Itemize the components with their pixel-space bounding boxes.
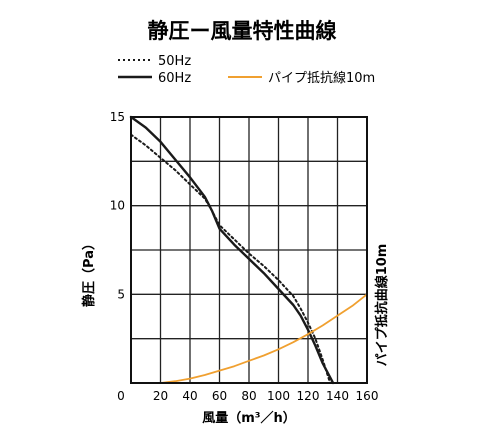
series-lines (129, 115, 368, 385)
legend: 50Hz 60Hz パイプ抵抗線10m (118, 54, 375, 86)
secondary-axis-label: パイプ抵抗曲線10m (374, 244, 390, 367)
y-tick-label: 15 (110, 110, 125, 124)
tick-labels: 0 20 40 60 80 100 120 140 160 5 10 15 (110, 110, 379, 403)
x-tick-label: 60 (212, 389, 227, 403)
x-tick-label: 100 (267, 389, 290, 403)
x-tick-label: 20 (153, 389, 168, 403)
x-tick-label: 0 (117, 389, 125, 403)
series-line-2 (159, 293, 368, 384)
y-axis-label: 静圧（Pa） (81, 237, 97, 307)
chart-title: 静圧ー風量特性曲線 (148, 19, 337, 43)
x-axis-label: 風量（m³／h） (202, 410, 296, 426)
x-tick-label: 160 (356, 389, 379, 403)
plot-frame (130, 116, 368, 384)
legend-label-50hz: 50Hz (158, 54, 191, 69)
x-tick-label: 120 (297, 389, 320, 403)
x-tick-label: 40 (182, 389, 197, 403)
legend-label-60hz: 60Hz (158, 71, 191, 86)
x-tick-label: 140 (326, 389, 349, 403)
x-tick-label: 80 (241, 389, 256, 403)
grid (131, 117, 367, 383)
legend-label-pipe: パイプ抵抗線10m (268, 70, 375, 86)
y-tick-label: 10 (110, 199, 125, 213)
y-tick-label: 5 (117, 287, 125, 301)
